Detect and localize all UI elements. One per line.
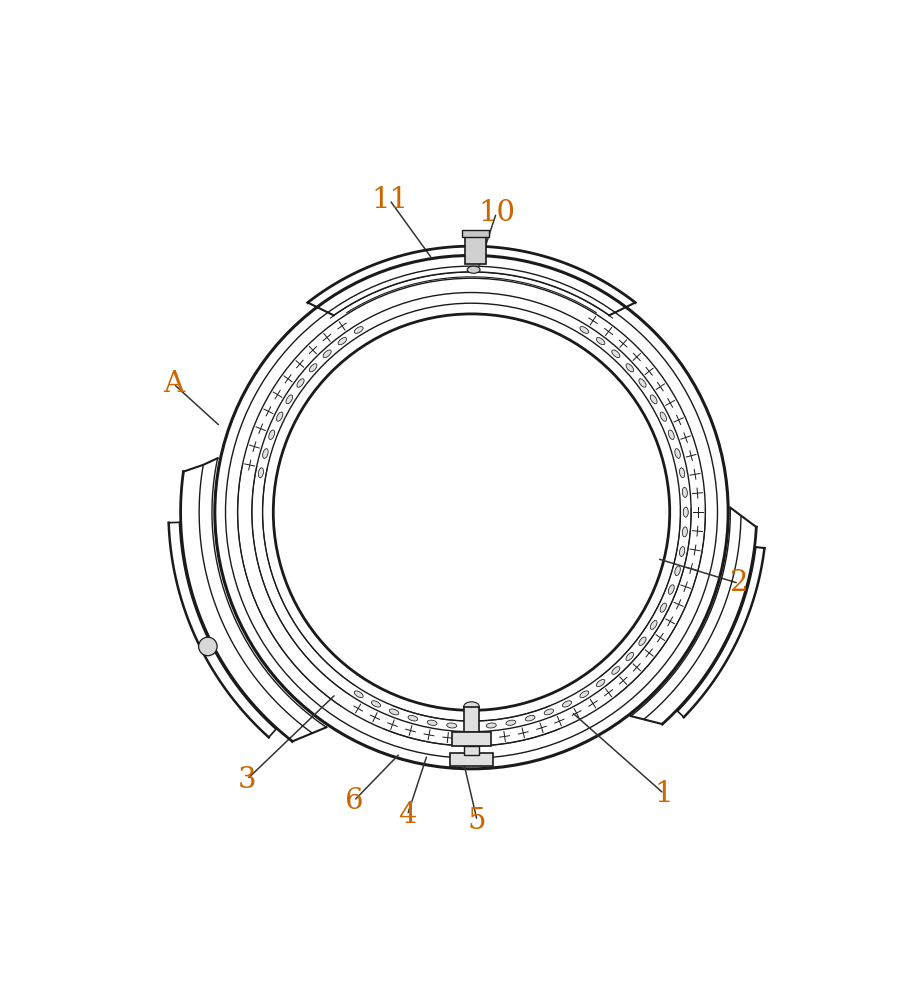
Ellipse shape — [562, 701, 571, 707]
Ellipse shape — [682, 527, 686, 537]
Ellipse shape — [667, 585, 674, 594]
Ellipse shape — [579, 691, 588, 698]
Ellipse shape — [354, 691, 363, 698]
Ellipse shape — [268, 430, 275, 439]
Bar — [463, 707, 479, 732]
Text: 1: 1 — [654, 780, 673, 808]
Text: 11: 11 — [370, 186, 407, 214]
Text: 6: 6 — [345, 787, 363, 815]
Ellipse shape — [660, 603, 665, 612]
Ellipse shape — [505, 720, 516, 725]
Bar — [461, 230, 489, 237]
Ellipse shape — [467, 266, 480, 273]
Ellipse shape — [596, 338, 604, 345]
Ellipse shape — [354, 327, 363, 333]
Text: 3: 3 — [237, 766, 255, 794]
Ellipse shape — [338, 338, 346, 345]
Ellipse shape — [543, 709, 553, 715]
Ellipse shape — [611, 350, 619, 358]
Ellipse shape — [674, 566, 679, 576]
Text: 5: 5 — [468, 807, 486, 835]
Ellipse shape — [596, 680, 604, 687]
Ellipse shape — [466, 724, 476, 729]
Ellipse shape — [525, 715, 535, 721]
Ellipse shape — [683, 507, 687, 517]
Text: 4: 4 — [398, 801, 416, 829]
Ellipse shape — [625, 364, 633, 372]
Ellipse shape — [660, 412, 665, 421]
Text: 2: 2 — [729, 569, 747, 597]
Ellipse shape — [486, 723, 495, 728]
Ellipse shape — [625, 652, 633, 661]
Ellipse shape — [650, 620, 656, 629]
Ellipse shape — [407, 715, 417, 721]
Ellipse shape — [297, 379, 304, 387]
Ellipse shape — [309, 364, 317, 372]
Ellipse shape — [638, 637, 645, 646]
Ellipse shape — [611, 667, 619, 674]
Ellipse shape — [638, 379, 645, 387]
Text: 10: 10 — [478, 199, 515, 227]
Ellipse shape — [679, 547, 684, 556]
Bar — [464, 746, 478, 755]
Ellipse shape — [674, 449, 679, 458]
Bar — [449, 753, 493, 766]
Ellipse shape — [263, 449, 268, 458]
Ellipse shape — [277, 412, 282, 421]
Bar — [465, 237, 486, 264]
Ellipse shape — [650, 395, 656, 404]
Ellipse shape — [579, 327, 588, 333]
Bar — [451, 732, 491, 746]
Ellipse shape — [682, 487, 686, 497]
Ellipse shape — [463, 702, 479, 712]
Ellipse shape — [258, 468, 263, 478]
Ellipse shape — [426, 720, 437, 725]
Ellipse shape — [679, 468, 684, 478]
Ellipse shape — [286, 395, 292, 404]
Circle shape — [199, 637, 217, 656]
Ellipse shape — [371, 701, 380, 707]
Ellipse shape — [447, 723, 456, 728]
Ellipse shape — [667, 430, 674, 439]
Ellipse shape — [323, 350, 331, 358]
Text: A: A — [163, 370, 184, 398]
Ellipse shape — [389, 709, 399, 715]
